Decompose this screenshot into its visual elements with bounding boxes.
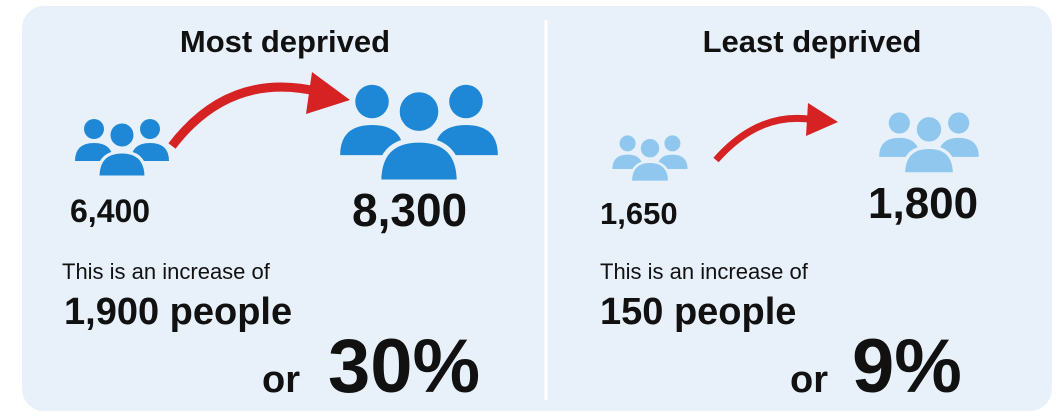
or-text: or bbox=[790, 359, 828, 401]
to-value: 1,800 bbox=[868, 179, 978, 228]
from-value: 6,400 bbox=[70, 193, 150, 229]
panel-title: Most deprived bbox=[180, 24, 390, 59]
panel: Least deprived 1,650 1,800 This is an in… bbox=[600, 24, 981, 409]
increase-people: 1,900 people bbox=[64, 291, 292, 333]
panel: Most deprived 6,400 8,300 This is an inc… bbox=[62, 24, 498, 409]
increase-text: This is an increase of bbox=[62, 259, 271, 284]
arrow-head bbox=[806, 103, 838, 136]
panel-title: Least deprived bbox=[703, 24, 922, 59]
or-text: or bbox=[262, 359, 300, 401]
percent: 30% bbox=[328, 324, 480, 409]
percent: 9% bbox=[852, 324, 962, 409]
increase-people: 150 people bbox=[600, 291, 796, 333]
to-value: 8,300 bbox=[352, 184, 467, 236]
arrow bbox=[168, 82, 322, 149]
from-value: 1,650 bbox=[600, 196, 678, 231]
panel-background bbox=[22, 6, 1052, 411]
arrow bbox=[713, 114, 816, 163]
arrow-head bbox=[306, 72, 350, 114]
increase-text: This is an increase of bbox=[600, 259, 809, 284]
